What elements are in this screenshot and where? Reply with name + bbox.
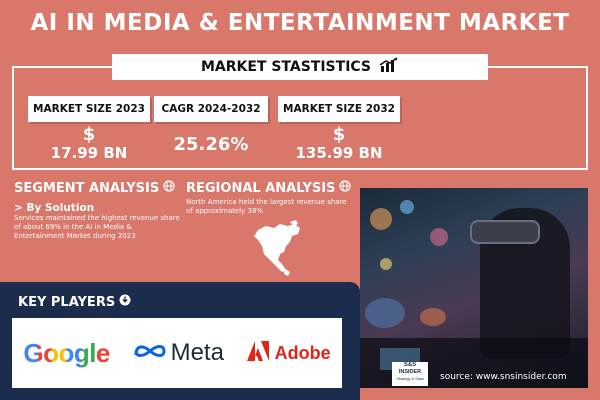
page-title: AI IN MEDIA & ENTERTAINMENT MARKET	[30, 10, 570, 36]
adobe-a-icon	[246, 341, 269, 365]
key-players-heading: KEY PLAYERS	[18, 294, 131, 310]
stats-frame	[12, 66, 588, 170]
dollar-icon: $	[82, 124, 96, 145]
download-icon	[119, 294, 131, 310]
adobe-logo: Adobe	[246, 341, 331, 365]
sns-logo-line3: Strategy & Stats	[396, 377, 424, 381]
adobe-logo-text: Adobe	[274, 342, 331, 363]
stat-value-2032: $ 135.99 BN	[278, 124, 400, 163]
meta-infinity-icon	[133, 342, 167, 364]
google-logo-text: Google	[23, 337, 110, 368]
regional-description: North America held the largest revenue s…	[186, 198, 347, 215]
key-players-title: KEY PLAYERS	[18, 294, 116, 310]
stats-header: MARKET STASTISTICS	[112, 54, 488, 80]
meta-logo-text: Meta	[170, 339, 224, 366]
sns-logo-line2: INSIDER	[398, 369, 422, 375]
segment-analysis-heading: SEGMENT ANALYSIS	[14, 180, 175, 196]
meta-logo: Meta	[133, 339, 224, 367]
regional-analysis-heading: REGIONAL ANALYSIS	[186, 180, 352, 196]
sns-insider-logo: S&S INSIDER Strategy & Stats	[392, 362, 428, 386]
stat-label-market-size-2032: MARKET SIZE 2032	[278, 96, 400, 122]
globe-icon	[163, 180, 175, 196]
segment-description: Services maintained the highest revenue …	[14, 214, 180, 240]
regional-analysis-title: REGIONAL ANALYSIS	[186, 180, 336, 196]
source-text: source: www.snsinsider.com	[440, 372, 567, 382]
north-america-map	[250, 218, 310, 278]
stat-label-cagr: CAGR 2024-2032	[154, 96, 268, 122]
stat-number-cagr: 25.26%	[173, 134, 249, 155]
sns-logo-line1: S&S	[403, 362, 417, 368]
google-logo: Google	[23, 338, 110, 369]
segment-analysis-title: SEGMENT ANALYSIS	[14, 180, 160, 196]
stat-number-2023: 17.99 BN	[50, 144, 128, 162]
stats-header-label: MARKET STASTISTICS	[200, 59, 372, 75]
segment-subtitle: > By Solution	[14, 202, 95, 214]
dollar-icon: $	[332, 124, 346, 145]
stat-label-market-size-2023: MARKET SIZE 2023	[28, 96, 150, 122]
stat-value-2023: $ 17.99 BN	[28, 124, 150, 163]
stat-number-2032: 135.99 BN	[295, 144, 383, 162]
chart-growth-icon	[379, 57, 399, 77]
globe-icon	[339, 180, 352, 196]
vr-headset-photo	[360, 188, 588, 388]
stat-value-cagr: 25.26%	[154, 134, 268, 155]
key-players-logos: Google Meta Adobe	[12, 318, 342, 388]
